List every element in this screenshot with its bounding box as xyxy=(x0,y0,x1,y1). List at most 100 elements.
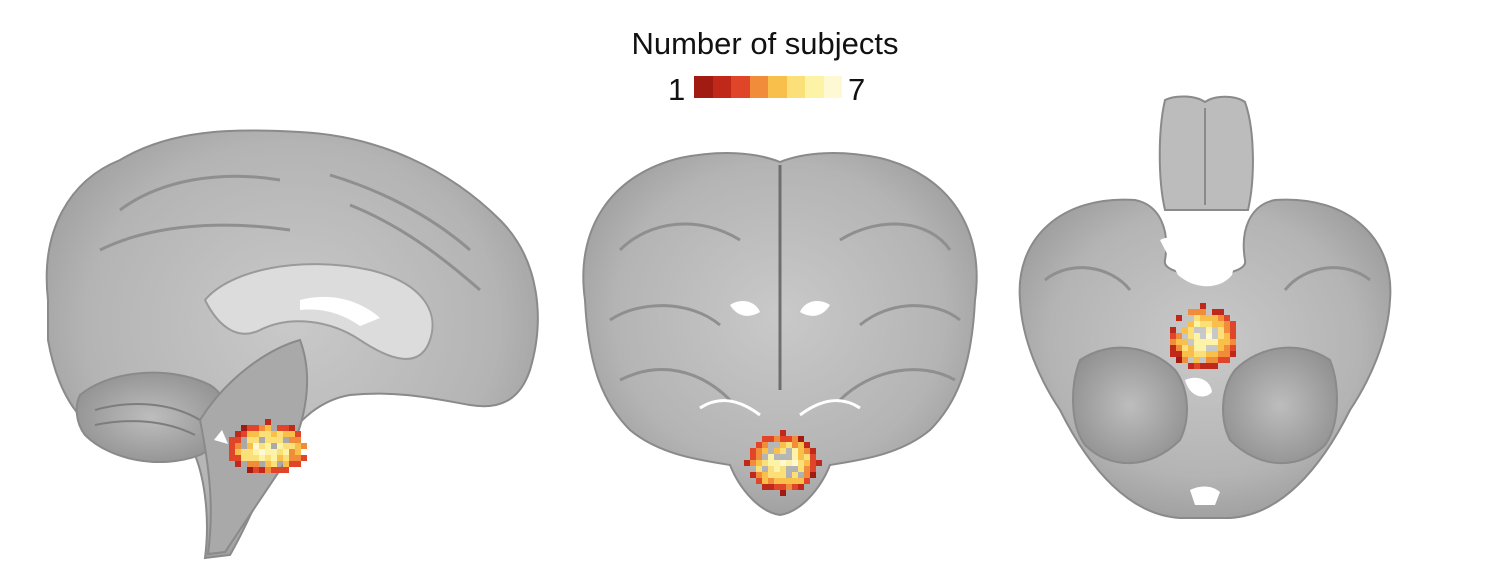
overlay-voxel xyxy=(780,490,786,496)
overlay-voxel xyxy=(253,437,259,443)
overlay-voxel xyxy=(1188,333,1194,339)
overlay-voxel xyxy=(756,466,762,472)
overlay-voxel xyxy=(289,455,295,461)
overlay-voxel xyxy=(1194,333,1200,339)
overlay-voxel xyxy=(792,472,798,478)
overlay-voxel xyxy=(265,455,271,461)
overlay-voxel xyxy=(295,461,301,467)
overlay-voxel xyxy=(295,437,301,443)
colorbar-swatch xyxy=(823,76,842,98)
overlay-voxel xyxy=(1212,363,1218,369)
overlay-voxel xyxy=(277,431,283,437)
overlay-voxel xyxy=(792,478,798,484)
overlay-voxel xyxy=(259,449,265,455)
overlay-voxel xyxy=(1224,315,1230,321)
overlay-voxel xyxy=(1212,351,1218,357)
overlay-voxel xyxy=(1188,351,1194,357)
overlay-voxel xyxy=(780,484,786,490)
overlay-voxel xyxy=(265,443,271,449)
colorbar-swatch xyxy=(731,76,750,98)
overlay-voxel xyxy=(774,460,780,466)
overlay-voxel xyxy=(1200,303,1206,309)
overlay-voxel xyxy=(756,442,762,448)
overlay-voxel xyxy=(301,455,307,461)
overlay-voxel xyxy=(1224,327,1230,333)
overlay-voxel xyxy=(1194,351,1200,357)
overlay-voxel xyxy=(786,484,792,490)
overlay-voxel xyxy=(1200,321,1206,327)
coronal-brain-slice xyxy=(582,152,978,517)
overlay-voxel xyxy=(768,472,774,478)
overlay-voxel xyxy=(1194,315,1200,321)
overlay-voxel xyxy=(235,449,241,455)
sagittal-overlay-cluster xyxy=(229,419,307,473)
overlay-voxel xyxy=(1170,327,1176,333)
overlay-voxel xyxy=(762,448,768,454)
overlay-voxel xyxy=(798,460,804,466)
overlay-voxel xyxy=(810,448,816,454)
colorbar-swatch xyxy=(786,76,805,98)
overlay-voxel xyxy=(247,461,253,467)
overlay-voxel xyxy=(241,431,247,437)
overlay-voxel xyxy=(774,436,780,442)
overlay-voxel xyxy=(1230,339,1236,345)
overlay-voxel xyxy=(810,460,816,466)
overlay-voxel xyxy=(768,460,774,466)
overlay-voxel xyxy=(1194,309,1200,315)
overlay-voxel xyxy=(283,443,289,449)
overlay-voxel xyxy=(798,478,804,484)
overlay-voxel xyxy=(253,431,259,437)
overlay-voxel xyxy=(768,436,774,442)
overlay-voxel xyxy=(762,460,768,466)
overlay-voxel xyxy=(756,448,762,454)
overlay-voxel xyxy=(810,454,816,460)
overlay-voxel xyxy=(1188,327,1194,333)
overlay-voxel xyxy=(786,436,792,442)
overlay-voxel xyxy=(756,472,762,478)
overlay-voxel xyxy=(247,443,253,449)
overlay-voxel xyxy=(1182,345,1188,351)
overlay-voxel xyxy=(780,430,786,436)
overlay-voxel xyxy=(804,454,810,460)
overlay-voxel xyxy=(1212,321,1218,327)
overlay-voxel xyxy=(247,437,253,443)
overlay-voxel xyxy=(247,467,253,473)
overlay-voxel xyxy=(1218,327,1224,333)
overlay-voxel xyxy=(1206,351,1212,357)
overlay-voxel xyxy=(295,431,301,437)
legend-min-label: 1 xyxy=(668,72,686,107)
overlay-voxel xyxy=(1182,351,1188,357)
overlay-voxel xyxy=(1218,357,1224,363)
overlay-voxel xyxy=(786,460,792,466)
overlay-voxel xyxy=(792,454,798,460)
overlay-voxel xyxy=(1206,357,1212,363)
overlay-voxel xyxy=(1200,309,1206,315)
overlay-voxel xyxy=(1218,345,1224,351)
overlay-voxel xyxy=(804,442,810,448)
overlay-voxel xyxy=(247,449,253,455)
overlay-voxel xyxy=(229,449,235,455)
overlay-voxel xyxy=(295,443,301,449)
overlay-voxel xyxy=(1212,339,1218,345)
overlay-voxel xyxy=(271,467,277,473)
overlay-voxel xyxy=(1224,333,1230,339)
overlay-voxel xyxy=(265,449,271,455)
overlay-voxel xyxy=(247,431,253,437)
overlay-voxel xyxy=(792,448,798,454)
overlay-voxel xyxy=(750,448,756,454)
overlay-voxel xyxy=(241,455,247,461)
overlay-voxel xyxy=(289,449,295,455)
overlay-voxel xyxy=(259,431,265,437)
overlay-voxel xyxy=(816,460,822,466)
overlay-voxel xyxy=(804,466,810,472)
overlay-voxel xyxy=(1212,309,1218,315)
overlay-voxel xyxy=(1224,321,1230,327)
overlay-voxel xyxy=(1194,363,1200,369)
overlay-voxel xyxy=(235,437,241,443)
overlay-voxel xyxy=(259,443,265,449)
overlay-voxel xyxy=(289,431,295,437)
overlay-voxel xyxy=(295,455,301,461)
overlay-voxel xyxy=(229,437,235,443)
overlay-voxel xyxy=(1200,351,1206,357)
overlay-voxel xyxy=(301,443,307,449)
